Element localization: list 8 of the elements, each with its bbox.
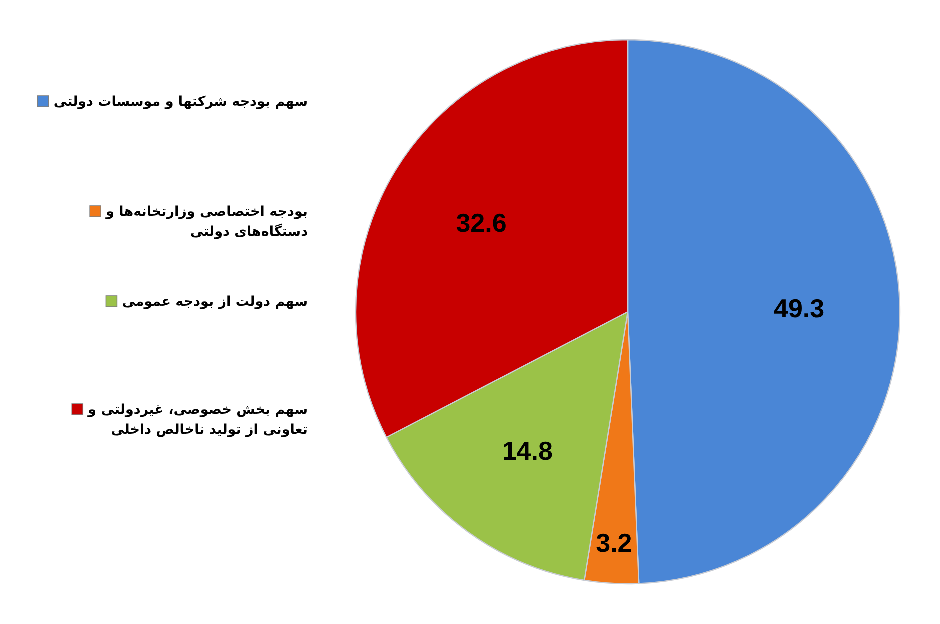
- data-label: 49.3: [774, 293, 825, 324]
- data-label: 14.8: [502, 436, 553, 466]
- data-label: 3.2: [596, 528, 632, 558]
- legend-label: سهم بخش خصوصی، غیردولتی و تعاونی از تولید ناخالص داخلی: [87, 402, 308, 438]
- data-label: 32.6: [456, 208, 507, 238]
- legend-label: سهم دولت از بودجه عمومی: [122, 294, 308, 310]
- legend-label: سهم بودجه شرکتها و موسسات دولتی: [54, 94, 308, 110]
- legend-label: بودجه اختصاصی وزارتخانه‌ها و دستگاه‌های دولتی: [105, 204, 308, 240]
